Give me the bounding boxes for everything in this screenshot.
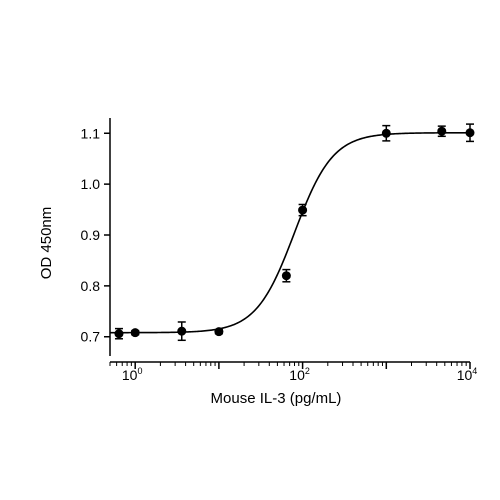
y-axis-label: OD 450nm <box>38 207 55 280</box>
y-tick-label: 0.7 <box>81 329 101 345</box>
data-point <box>281 271 291 281</box>
x-axis-label: Mouse IL-3 (pg/mL) <box>211 390 342 407</box>
data-point <box>381 128 391 138</box>
x-tick-label: 100 <box>122 366 143 383</box>
x-tick-exponent: 4 <box>472 366 477 376</box>
fit-curve-layer <box>110 131 470 334</box>
x-tick-label: 102 <box>289 366 310 383</box>
x-tick-exponent: 0 <box>137 366 142 376</box>
y-tick-label: 0.8 <box>81 278 101 294</box>
data-points-layer <box>114 123 475 342</box>
data-point <box>298 205 308 215</box>
x-tick-label: 104 <box>457 366 478 383</box>
data-point <box>114 329 124 339</box>
y-tick-label: 1.0 <box>81 176 101 192</box>
data-point <box>177 326 187 336</box>
data-point <box>214 327 224 337</box>
y-tick-label: 0.9 <box>81 227 101 243</box>
axes-layer: 0.7 0.8 0.9 1.0 1.1 100 102 104 <box>81 118 478 383</box>
fit-curve <box>110 131 470 334</box>
x-tick-exponent: 2 <box>305 366 310 376</box>
data-point <box>130 328 140 338</box>
y-tick-label: 1.1 <box>81 125 101 141</box>
data-point <box>437 126 447 136</box>
data-point <box>465 128 475 138</box>
